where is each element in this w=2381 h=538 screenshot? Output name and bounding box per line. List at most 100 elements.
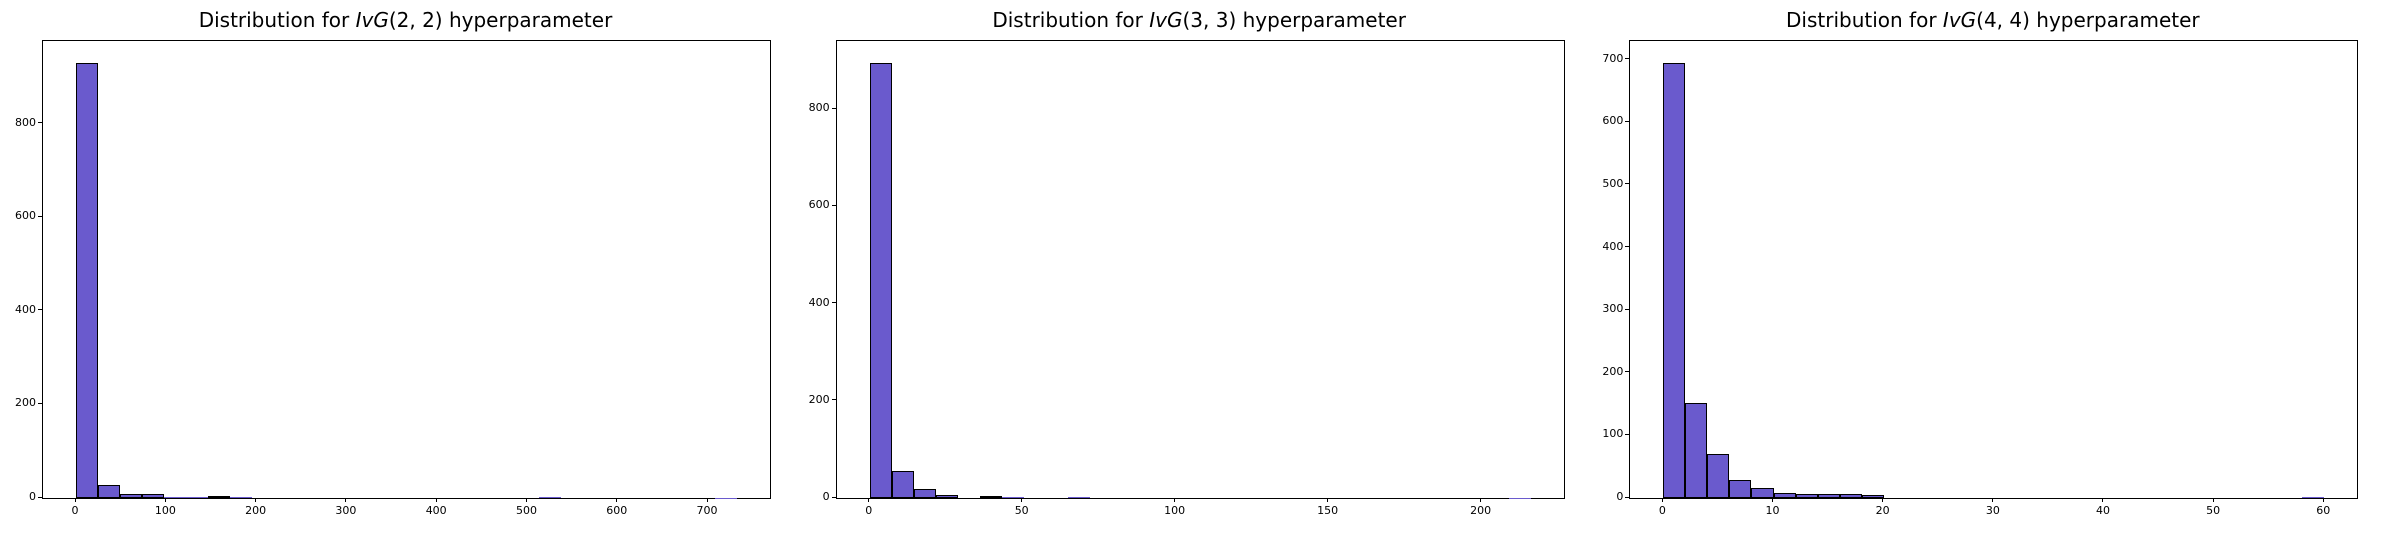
x-tick-label: 100 <box>1164 504 1186 517</box>
title-math-ivg: IvG <box>1149 8 1183 32</box>
y-tick-label: 400 <box>15 302 36 316</box>
x-tick-mark <box>1661 498 1663 502</box>
y-tick-mark <box>1625 58 1630 60</box>
x-tick-label: 600 <box>606 504 628 517</box>
title-suffix: hyperparameter <box>442 8 613 32</box>
histogram-bar <box>1685 402 1708 498</box>
x-tick-mark <box>164 498 166 502</box>
histogram-bar <box>1817 494 1840 498</box>
histogram-bar <box>538 496 561 498</box>
x-tick-label: 200 <box>1470 504 1492 517</box>
title-prefix: Distribution for <box>1786 8 1943 32</box>
y-tick-label: 0 <box>29 490 36 503</box>
y-tick-mark <box>831 399 836 401</box>
y-tick-mark <box>831 302 836 304</box>
histogram-bar <box>186 497 209 498</box>
x-tick-mark <box>525 498 527 502</box>
histogram-bar <box>1067 496 1090 498</box>
y-tick-mark <box>38 402 42 404</box>
y-tick-mark <box>38 309 42 311</box>
y-tick-label: 800 <box>808 101 830 115</box>
x-tick-label: 0 <box>1658 504 1666 517</box>
title-prefix: Distribution for <box>198 8 356 32</box>
y-tick-mark <box>1625 120 1630 122</box>
histogram-bar <box>142 494 165 498</box>
x-tick-mark <box>616 498 618 502</box>
y-tick-mark <box>1625 246 1630 248</box>
x-tick-mark <box>1882 498 1884 502</box>
title-math-ivg: IvG <box>355 8 389 32</box>
y-tick-label: 600 <box>15 209 36 223</box>
y-tick-mark <box>831 107 836 109</box>
y-tick-mark <box>38 215 42 217</box>
chart-ivg-2-2: Distribution for IvG(2, 2) hyperparamete… <box>0 0 794 538</box>
x-tick-mark <box>2102 498 2104 502</box>
title-args: (3, 3) <box>1182 8 1237 32</box>
x-tick-mark <box>345 498 347 502</box>
y-tick-label: 0 <box>822 490 830 503</box>
chart-title: Distribution for IvG(2, 2) hyperparamete… <box>42 4 769 36</box>
y-tick-mark <box>1625 183 1630 185</box>
chart-ivg-3-3: Distribution for IvG(3, 3) hyperparamete… <box>794 0 1588 538</box>
x-tick-mark <box>1174 498 1176 502</box>
x-tick-mark <box>74 498 76 502</box>
histogram-bar <box>120 493 143 498</box>
histogram-bar <box>935 494 958 498</box>
x-tick-label: 50 <box>2206 504 2221 517</box>
x-tick-mark <box>255 498 257 502</box>
histogram-bar <box>164 497 187 498</box>
x-tick-label: 700 <box>696 504 718 517</box>
y-tick-label: 600 <box>1602 114 1624 128</box>
chart-ivg-4-4: Distribution for IvG(4, 4) hyperparamete… <box>1587 0 2381 538</box>
x-tick-label: 100 <box>154 504 176 517</box>
y-tick-mark <box>831 496 836 498</box>
histogram-bar <box>1861 494 1884 498</box>
y-tick-label: 400 <box>808 295 830 309</box>
plot-area <box>835 40 1565 499</box>
x-tick-label: 200 <box>245 504 267 517</box>
x-tick-label: 50 <box>1014 504 1029 517</box>
histogram-bar <box>1795 494 1818 498</box>
x-tick-label: 150 <box>1317 504 1339 517</box>
histogram-bar <box>1839 493 1862 498</box>
x-tick-label: 500 <box>515 504 537 517</box>
y-tick-label: 200 <box>808 392 830 406</box>
y-tick-label: 300 <box>1602 302 1624 316</box>
chart-title: Distribution for IvG(4, 4) hyperparamete… <box>1629 4 2356 36</box>
histogram-bar <box>1663 62 1686 498</box>
y-tick-label: 800 <box>15 115 36 129</box>
histogram-bar <box>979 495 1002 498</box>
title-prefix: Distribution for <box>992 8 1150 32</box>
x-tick-mark <box>868 498 870 502</box>
x-tick-label: 20 <box>1875 504 1890 517</box>
histogram-bar <box>869 62 892 498</box>
x-tick-mark <box>1772 498 1774 502</box>
y-tick-mark <box>831 204 836 206</box>
y-tick-mark <box>38 122 42 124</box>
x-tick-label: 30 <box>1985 504 2000 517</box>
y-tick-label: 0 <box>1616 490 1624 503</box>
plot-area <box>42 40 771 499</box>
y-tick-label: 200 <box>1602 364 1624 378</box>
x-tick-mark <box>1021 498 1023 502</box>
title-math-ivg: IvG <box>1942 8 1977 32</box>
chart-title: Distribution for IvG(3, 3) hyperparamete… <box>836 4 1563 36</box>
y-tick-mark <box>1625 371 1630 373</box>
title-suffix: hyperparameter <box>1236 8 1406 32</box>
x-tick-label: 0 <box>71 504 79 517</box>
histogram-bar <box>1729 479 1752 498</box>
y-tick-label: 700 <box>1602 51 1624 65</box>
histogram-bar <box>1773 492 1796 498</box>
x-tick-mark <box>706 498 708 502</box>
title-args: (4, 4) <box>1976 8 2030 32</box>
x-tick-mark <box>435 498 437 502</box>
x-tick-label: 10 <box>1765 504 1780 517</box>
histogram-bar <box>230 497 253 498</box>
histogram-bar <box>2302 497 2325 498</box>
histogram-bar <box>913 489 936 498</box>
y-tick-mark <box>1625 433 1630 435</box>
x-tick-mark <box>1480 498 1482 502</box>
x-tick-mark <box>1327 498 1329 502</box>
histogram-bar <box>98 484 121 498</box>
